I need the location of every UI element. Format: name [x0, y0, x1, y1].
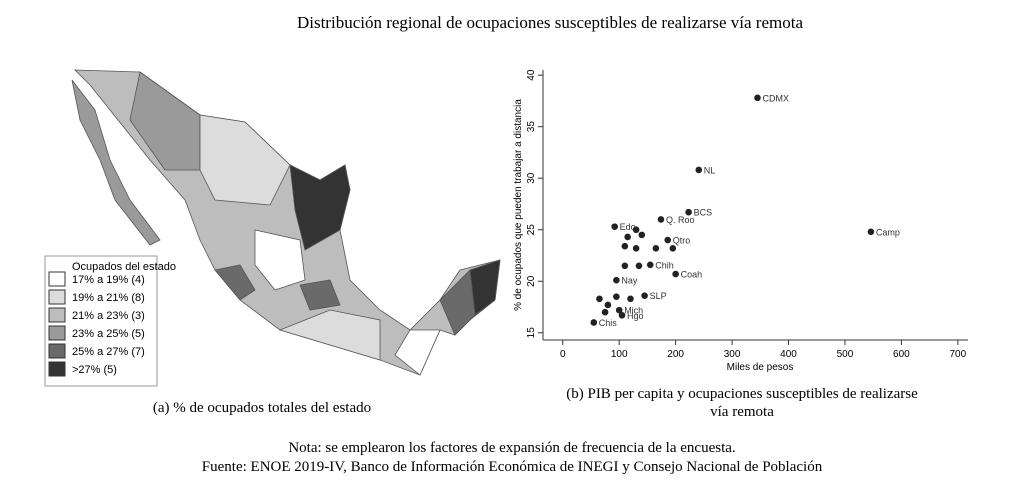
point-label: BCS [694, 208, 713, 218]
point [638, 231, 646, 239]
legend-label: 25% a 27% (7) [72, 346, 145, 358]
point-label: Camp [876, 227, 900, 237]
point [657, 216, 665, 223]
point [601, 308, 609, 316]
point [611, 223, 618, 230]
point [590, 319, 598, 326]
point [621, 242, 629, 250]
point [627, 295, 634, 303]
legend-swatch [48, 307, 66, 323]
y-tick-label: 25 [526, 224, 537, 236]
map-region [254, 229, 306, 291]
y-tick-label: 30 [526, 172, 537, 184]
point [669, 244, 677, 252]
point-label: Chih [655, 260, 674, 270]
point [754, 94, 761, 102]
y-tick-label: 15 [526, 327, 537, 339]
point-label: Edo [620, 222, 636, 232]
point [695, 166, 703, 174]
map-baja [71, 79, 161, 246]
y-tick-label: 40 [526, 69, 537, 81]
point-label: SLP [650, 291, 667, 301]
y-axis-title: % de ocupados que pueden trabajar a dist… [513, 99, 524, 311]
point-label: CDMX [762, 93, 789, 103]
x-tick-label: 200 [667, 349, 684, 360]
map-region [289, 164, 351, 251]
map-region [199, 114, 291, 206]
y-tick-label: 20 [526, 275, 537, 287]
map [71, 69, 501, 376]
x-tick-label: 500 [837, 349, 854, 360]
map-region [439, 269, 476, 336]
x-tick-label: 100 [611, 349, 628, 360]
map-region [278, 309, 381, 361]
map-region [469, 259, 501, 316]
legend-label: >27% (5) [72, 364, 117, 376]
point [613, 276, 620, 284]
point-label: Hgo [627, 311, 644, 321]
legend-swatch [48, 289, 66, 305]
point [685, 208, 692, 216]
point [613, 293, 620, 301]
legend-swatch [48, 343, 66, 359]
legend-title: Ocupados del estado [72, 261, 176, 273]
map-region [129, 71, 201, 171]
point [867, 228, 875, 236]
point [621, 262, 629, 270]
point-label: Coah [681, 270, 703, 280]
legend-label: 19% a 21% (8) [72, 292, 145, 304]
point [618, 311, 626, 319]
x-tick-label: 700 [949, 349, 966, 360]
point [672, 270, 679, 278]
legend-label: 17% a 19% (4) [72, 274, 145, 286]
map-caption: (a) % de ocupados totales del estado [153, 400, 371, 416]
scatter-caption: (b) PIB per capita y ocupaciones suscept… [566, 386, 918, 402]
source: Fuente: ENOE 2019-IV, Banco de Informaci… [202, 459, 823, 475]
map-region [299, 279, 341, 311]
map-region [214, 264, 256, 301]
point [652, 244, 660, 252]
x-tick-label: 400 [780, 349, 797, 360]
x-tick-label: 0 [560, 349, 566, 360]
x-tick-label: 300 [724, 349, 741, 360]
legend-label: 23% a 25% (5) [72, 328, 145, 340]
legend-swatch [48, 271, 66, 287]
point-label: Mich [624, 306, 643, 316]
point [646, 261, 654, 269]
point [624, 233, 631, 241]
map-legend: Ocupados del estado 17% a 19% (4) 19% a 2… [44, 255, 176, 387]
point-label: Nay [621, 276, 638, 286]
y-tick-label: 35 [526, 121, 537, 133]
note: Nota: se emplearon los factores de expan… [288, 440, 735, 456]
legend-swatch [48, 361, 66, 377]
point [664, 236, 672, 244]
point [615, 306, 623, 314]
point-label: Chis [599, 318, 618, 328]
point [632, 226, 640, 234]
point [641, 292, 648, 299]
point [635, 262, 643, 270]
map-region [394, 329, 441, 376]
point-label: Q. Roo [666, 215, 695, 225]
figure-title: Distribución regional de ocupaciones sus… [297, 13, 803, 32]
legend-label: 21% a 23% (3) [72, 310, 145, 322]
point-label: Qtro [673, 236, 691, 246]
point-label: NL [704, 165, 716, 175]
point [604, 301, 612, 309]
x-tick-label: 600 [893, 349, 910, 360]
scatter-plot: 0 100 200 300 400 500 600 700 15 20 25 30 35 40 Miles … [513, 69, 968, 373]
scatter-caption: vía remota [710, 404, 774, 420]
legend-swatch [48, 325, 66, 341]
point [632, 244, 640, 252]
point [596, 295, 603, 303]
x-axis-title: Miles de pesos [727, 362, 794, 373]
